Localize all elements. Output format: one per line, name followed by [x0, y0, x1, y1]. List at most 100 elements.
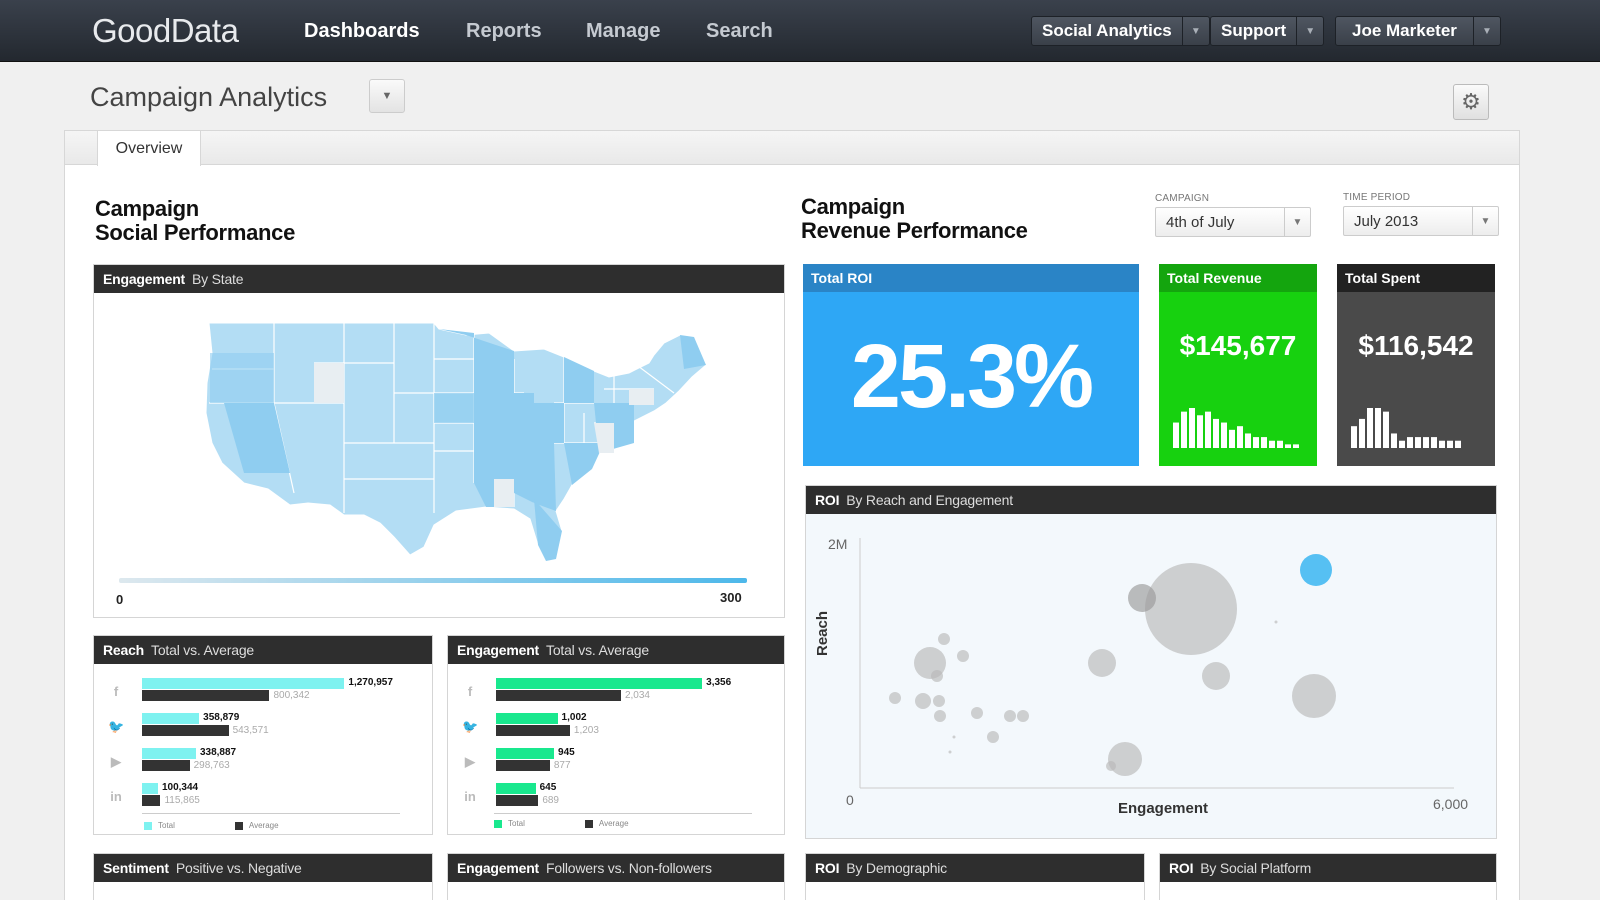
- linkedin-icon: in: [464, 789, 476, 804]
- widget-header: Engagement Followers vs. Non-followers: [448, 854, 784, 882]
- total-bar[interactable]: [496, 783, 536, 794]
- widget-header-subtitle: By State: [192, 271, 244, 287]
- total-bar[interactable]: [496, 748, 555, 759]
- tab-strip: Overview: [65, 130, 1519, 166]
- widget-header-title: ROI: [815, 860, 840, 876]
- sparkline-bar: [1221, 422, 1227, 448]
- campaign-filter-select[interactable]: 4th of July ▼: [1155, 207, 1311, 237]
- nav-search[interactable]: Search: [706, 20, 773, 42]
- average-bar[interactable]: [496, 725, 570, 736]
- total-value-label: 100,344: [161, 782, 199, 793]
- widget-header-title: Engagement: [457, 642, 540, 658]
- average-bar[interactable]: [142, 690, 270, 701]
- total-bar[interactable]: [496, 713, 558, 724]
- average-bar[interactable]: [496, 690, 621, 701]
- youtube-icon: ▶: [111, 754, 121, 769]
- bar-row[interactable]: ▶ 338,887 298,763: [94, 747, 432, 778]
- average-bar[interactable]: [142, 760, 190, 771]
- sparkline-bar: [1399, 440, 1405, 448]
- reach-total-vs-average-widget: Reach Total vs. Average f 1,270,957 800,34…: [93, 635, 433, 835]
- twitter-icon: 🐦: [462, 719, 479, 734]
- total-bar[interactable]: [142, 678, 345, 689]
- total-roi-tile[interactable]: Total ROI 25.3%: [803, 264, 1139, 466]
- nav-manage[interactable]: Manage: [586, 20, 661, 42]
- widget-header: Sentiment Positive vs. Negative: [94, 854, 432, 882]
- sparkline-bar: [1285, 444, 1291, 448]
- bubble: [915, 693, 931, 709]
- sparkline-bar: [1293, 444, 1299, 448]
- bubble: [1108, 742, 1142, 776]
- total-value-label: 1,270,957: [348, 677, 393, 688]
- sparkline-bar: [1439, 440, 1445, 448]
- revenue-sparkline: [1173, 408, 1299, 448]
- nav-reports[interactable]: Reports: [466, 20, 542, 42]
- sparkline-bar: [1455, 440, 1461, 448]
- bar-row[interactable]: 🐦 1,002 1,203: [448, 712, 784, 743]
- support-menu-button[interactable]: Support ▼: [1210, 16, 1325, 46]
- widget-header-subtitle: By Reach and Engagement: [846, 492, 1013, 508]
- time-period-filter-select[interactable]: July 2013 ▼: [1343, 206, 1499, 236]
- bubble: [934, 710, 946, 722]
- total-bar[interactable]: [142, 713, 200, 724]
- scale-max-label: 300: [720, 590, 742, 605]
- bar-row[interactable]: 🐦 358,879 543,571: [94, 712, 432, 743]
- bubble: [957, 650, 969, 662]
- widget-header-subtitle: By Social Platform: [1200, 860, 1312, 876]
- legend-swatch-average: [234, 821, 243, 830]
- sparkline-bar: [1197, 415, 1203, 448]
- bubble: [1274, 620, 1278, 624]
- bar-row[interactable]: ▶ 945 877: [448, 747, 784, 778]
- legend-total-label: Total: [508, 819, 525, 828]
- average-bar[interactable]: [496, 760, 550, 771]
- chart-legend: Total Average: [494, 819, 629, 828]
- total-bar[interactable]: [496, 678, 703, 689]
- average-value-label: 1,203: [573, 725, 599, 736]
- average-bar[interactable]: [496, 795, 539, 806]
- bubble-chart[interactable]: [806, 514, 1496, 838]
- bar-row[interactable]: f 3,356 2,034: [448, 677, 784, 708]
- x-axis-zero-label: 0: [846, 792, 854, 808]
- legend-swatch-total: [494, 819, 502, 828]
- average-value-label: 543,571: [232, 725, 269, 736]
- average-value-label: 800,342: [273, 690, 310, 701]
- engagement-by-state-widget: Engagement By State: [93, 264, 785, 618]
- chevron-down-icon: ▼: [1481, 25, 1492, 37]
- us-map-chart[interactable]: [94, 293, 784, 617]
- widget-header-title: Engagement: [457, 860, 540, 876]
- chevron-down-icon: ▼: [1472, 207, 1498, 235]
- tab-overview[interactable]: Overview: [97, 130, 201, 166]
- sparkline-bar: [1269, 440, 1275, 448]
- chevron-down-icon: ▼: [1284, 208, 1310, 236]
- state-lowlights: [314, 363, 654, 507]
- legend-average-label: Average: [598, 819, 629, 828]
- bar-row[interactable]: f 1,270,957 800,342: [94, 677, 432, 708]
- gooddata-logo[interactable]: GoodData: [92, 12, 239, 49]
- widget-header-subtitle: Total vs. Average: [546, 642, 649, 658]
- bar-row[interactable]: in 645 689: [448, 782, 784, 813]
- legend-total-label: Total: [158, 821, 175, 830]
- bubble: [933, 695, 945, 707]
- revenue-title-line1: Campaign: [801, 194, 905, 219]
- total-revenue-tile[interactable]: Total Revenue $145,677: [1159, 264, 1317, 466]
- sparkline-bar: [1189, 408, 1195, 448]
- dashboard-dropdown-button[interactable]: ▼: [369, 79, 405, 113]
- total-bar[interactable]: [142, 748, 196, 759]
- total-spent-tile[interactable]: Total Spent $116,542: [1337, 264, 1495, 466]
- page-title: Campaign Analytics: [90, 82, 328, 112]
- chevron-down-icon: ▼: [1305, 25, 1316, 37]
- user-menu-button[interactable]: Joe Marketer ▼: [1335, 16, 1501, 46]
- x-axis-max-label: 6,000: [1433, 796, 1469, 812]
- time-period-filter-label: TIME PERIOD: [1343, 192, 1411, 203]
- time-period-filter-value: July 2013: [1354, 212, 1419, 230]
- bubble: [1004, 710, 1016, 722]
- sparkline-bar: [1277, 440, 1283, 448]
- total-bar[interactable]: [142, 783, 158, 794]
- project-selector-button[interactable]: Social Analytics ▼: [1031, 16, 1210, 46]
- average-bar[interactable]: [142, 795, 161, 806]
- average-bar[interactable]: [142, 725, 229, 736]
- linkedin-icon: in: [110, 789, 122, 804]
- settings-button[interactable]: ⚙: [1453, 84, 1489, 120]
- nav-dashboards[interactable]: Dashboards: [304, 20, 420, 42]
- bar-row[interactable]: in 100,344 115,865: [94, 782, 432, 813]
- chart-baseline: [142, 813, 400, 814]
